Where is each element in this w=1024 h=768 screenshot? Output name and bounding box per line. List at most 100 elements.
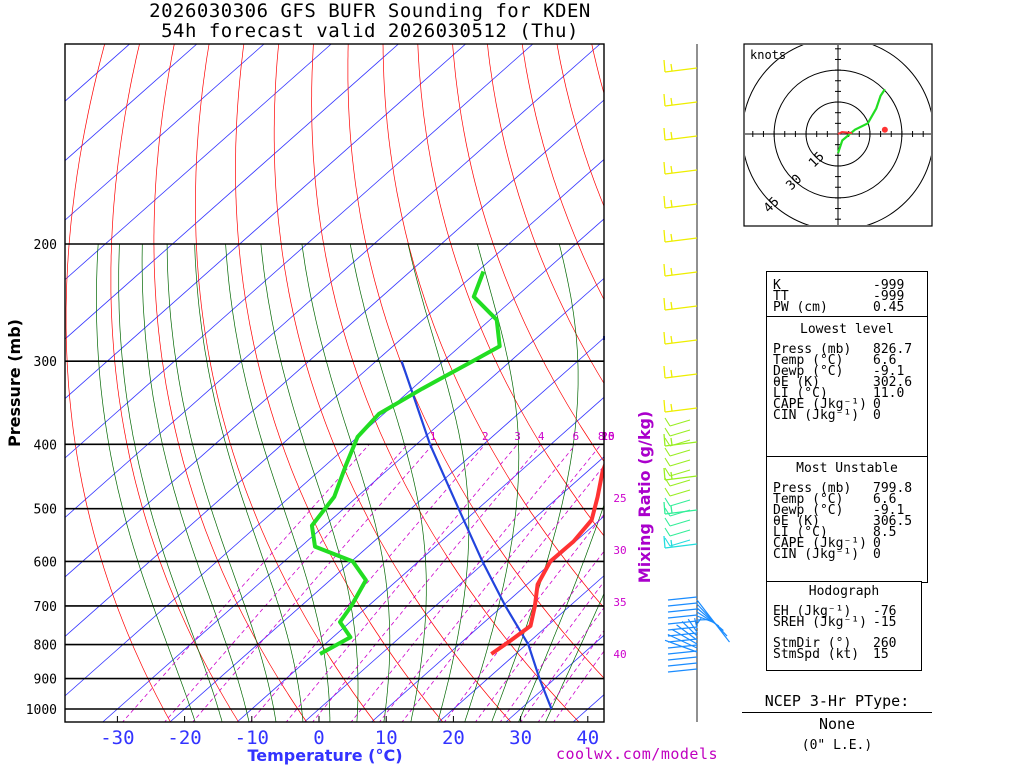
hodograph-stat-value: -15	[873, 615, 897, 630]
storm-motion-key: StmDir (°)	[773, 636, 852, 651]
wind-barb	[669, 529, 691, 537]
wind-barb	[667, 608, 698, 613]
mixing-ratio-line	[474, 550, 604, 722]
dry-adiabat-line	[311, 44, 580, 722]
mixing-ratio-line	[553, 650, 604, 722]
wind-barb	[667, 668, 698, 673]
wind-barb-flag	[664, 487, 671, 497]
wind-barb-flag	[664, 457, 671, 467]
moist-adiabat-line	[194, 243, 304, 722]
mixing-ratio-tick-label: 4	[538, 430, 545, 443]
wind-barb	[669, 489, 691, 497]
dry-adiabat-line	[975, 44, 1024, 724]
most-unstable-value: 306.5	[873, 514, 913, 529]
ptype-box: NCEP 3-Hr PType: None (0" L.E.)	[742, 692, 932, 753]
wind-barb	[664, 475, 698, 481]
wind-barb	[664, 509, 698, 515]
wind-barb	[669, 509, 691, 517]
hodograph-stat-key: EH (Jkg⁻¹)	[773, 604, 852, 619]
wind-barb	[667, 614, 698, 619]
indices-table: K -999 TT -999 PW (cm) 0.45 Lowest level Pres…	[766, 271, 928, 458]
moist-adiabat-line	[518, 503, 604, 722]
pressure-tick-label: 800	[34, 639, 57, 654]
hodograph-lowlevel-trace	[837, 130, 853, 135]
wind-barb	[667, 620, 698, 625]
mixing-ratio-tick-label: 40	[613, 648, 626, 661]
wind-barb-flag	[670, 437, 673, 446]
wind-barb	[667, 662, 698, 667]
wind-barb-flag	[664, 537, 671, 547]
wind-barb-flag	[670, 97, 673, 106]
x-axis-label: Temperature (°C)	[247, 746, 402, 765]
dry-adiabat-line	[1009, 44, 1024, 724]
index-row: K -999	[767, 278, 927, 293]
dry-adiabat-line	[382, 44, 604, 609]
temperature-tick-label: -20	[167, 727, 201, 749]
index-key: PW (cm)	[773, 300, 828, 315]
lowest-level-value: 0	[873, 408, 881, 423]
wind-barb-flag	[670, 267, 673, 276]
wind-barb	[676, 624, 698, 641]
isotherm-line	[65, 44, 198, 162]
dry-adiabat-line	[235, 44, 444, 722]
wind-barb-flag	[664, 497, 671, 507]
lowest-level-value: 6.6	[873, 353, 897, 368]
storm-motion-key: StmSpd (kt)	[773, 647, 860, 662]
wind-barb	[667, 602, 698, 607]
storm-motion-value: 260	[873, 636, 897, 651]
moist-adiabat-line	[464, 243, 520, 722]
ptype-sub: (0" L.E.)	[801, 738, 873, 753]
moist-adiabat-line	[225, 243, 331, 722]
wind-barb-flag	[663, 297, 666, 311]
storm-motion-row: StmSpd (kt) 15	[767, 647, 921, 662]
moist-adiabat-line	[166, 243, 277, 722]
most-unstable-key: Press (mb)	[773, 481, 852, 496]
wind-barb	[664, 101, 698, 107]
wind-barb	[664, 339, 698, 345]
wind-barb	[669, 499, 691, 507]
pressure-tick-label: 500	[34, 503, 57, 518]
mixing-ratio-tick-label: 30	[613, 544, 626, 557]
lowest-level-value: 0	[873, 397, 881, 412]
wind-barb-flag	[670, 369, 673, 378]
wind-barb-flag	[663, 93, 666, 107]
most-unstable-key: CAPE (Jkg⁻¹)	[773, 536, 867, 551]
lowest-level-row: CIN (Jkg⁻¹) 0	[767, 408, 927, 423]
temperature-tick-label: 10	[375, 727, 398, 749]
mixing-ratio-line	[520, 606, 604, 722]
ptype-label: NCEP 3-Hr PType:	[764, 692, 910, 710]
wind-barb-flag	[670, 403, 673, 412]
pressure-tick-label: 700	[34, 600, 57, 615]
wind-barb	[664, 407, 698, 413]
lowest-level-row: CAPE (Jkg⁻¹) 0	[767, 397, 927, 412]
lowest-level-key: Temp (°C)	[773, 353, 844, 368]
pressure-tick-label: 200	[34, 238, 57, 253]
pressure-tick-label: 900	[34, 673, 57, 688]
wind-barb-flag	[663, 263, 666, 277]
credit-link[interactable]: coolwx.com/models	[556, 745, 719, 763]
most-unstable-value: 6.6	[873, 492, 897, 507]
dry-adiabat-line	[273, 44, 512, 722]
lowest-level-key: θE (K)	[773, 375, 820, 390]
wind-barb-flag	[663, 229, 666, 243]
lowest-level-key: CAPE (Jkg⁻¹)	[773, 397, 867, 412]
wind-barb-flag	[670, 335, 673, 344]
pressure-tick-label: 600	[34, 555, 57, 570]
isotherm-line	[371, 515, 604, 722]
mixing-ratio-line	[499, 581, 604, 722]
index-value: -999	[873, 278, 905, 293]
dry-adiabat-line	[452, 44, 604, 463]
isotherm-line	[65, 99, 604, 578]
parcel-path-line	[400, 360, 553, 710]
chart-subtitle: 54h forecast valid 2026030512 (Thu)	[161, 20, 579, 42]
wind-barb-flag	[670, 165, 673, 174]
wind-barb	[667, 644, 698, 649]
lowest-level-key: CIN (Jkg⁻¹)	[773, 408, 860, 423]
chart-title: 2026030306 GFS BUFR Sounding for KDEN	[149, 0, 591, 22]
lowest-level-row: LI (°C) 11.0	[767, 387, 927, 400]
most-unstable-header: Most Unstable	[796, 461, 898, 476]
most-unstable-row: LI (°C) 8.5	[767, 526, 927, 539]
y-axis-label: Pressure (mb)	[5, 319, 24, 447]
